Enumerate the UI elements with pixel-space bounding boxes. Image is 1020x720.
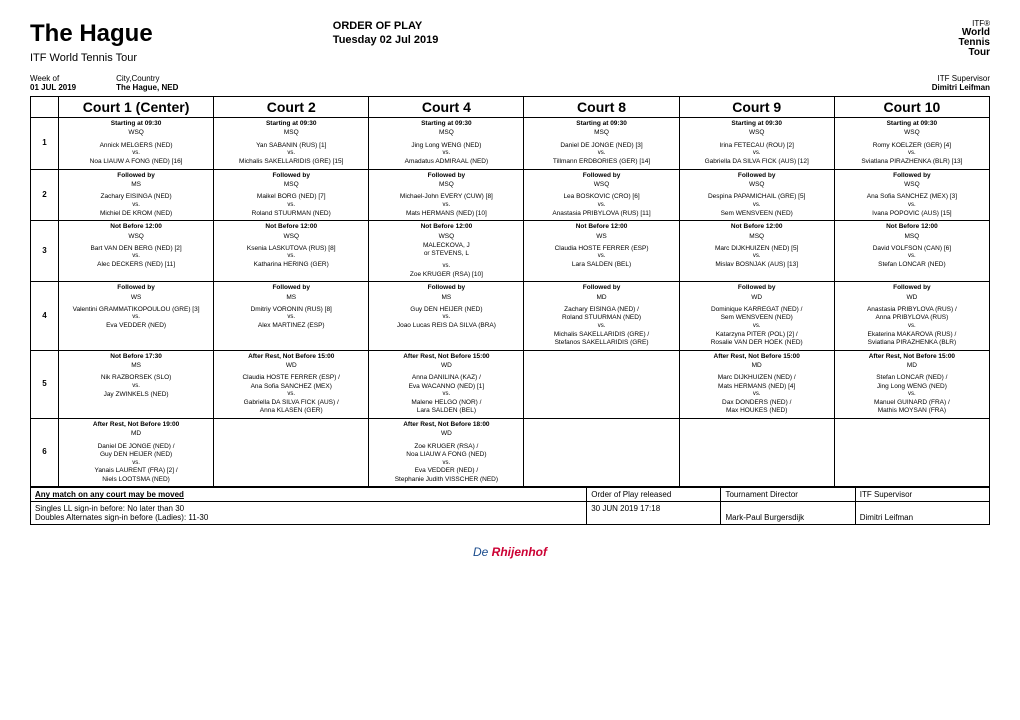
match-cell: Starting at 09:30WSQRomy KOELZER (GER) [… [834,118,989,170]
week-label: Week of [30,74,76,83]
footer-table: Any match on any court may be moved Orde… [30,487,990,525]
match-cell: Followed byWDAnastasia PRIBYLOVA (RUS) /… [834,282,989,350]
match-cell: After Rest, Not Before 19:00MDDaniel DE … [59,418,214,486]
match-cell: Followed byWDDominique KARREGAT (NED) /S… [679,282,834,350]
match-cell: After Rest, Not Before 18:00WDZoe KRUGER… [369,418,524,486]
match-cell: Not Before 12:00WSQBart VAN DEN BERG (NE… [59,221,214,282]
supervisor-label: ITF Supervisor [932,74,990,83]
match-cell: Followed byMSQMaikel BORG (NED) [7]vs.Ro… [214,169,369,221]
court-header: Court 9 [679,97,834,118]
match-cell: Not Before 12:00MSQDavid VOLFSON (CAN) [… [834,221,989,282]
sponsor-logo: De Rhijenhof [30,545,990,559]
match-cell: Followed byWSQLea BOSKOVIC (CRO) [6]vs.A… [524,169,679,221]
match-cell: Followed byWSQDespina PAPAMICHAIL (GRE) … [679,169,834,221]
td-value: Mark-Paul Burgersdijk [721,502,855,525]
signin-line2: Doubles Alternates sign-in before (Ladie… [35,513,582,522]
match-cell: Not Before 12:00WSQMALECKOVA, Jor STEVEN… [369,221,524,282]
row-number: 4 [31,282,59,350]
match-cell: Followed byMSQMichael-John EVERY (CUW) [… [369,169,524,221]
released-value: 30 JUN 2019 17:18 [587,502,721,525]
supervisor-footer-value: Dimitri Leifman [855,502,989,525]
row-number: 6 [31,418,59,486]
match-cell: Starting at 09:30WSQIrina FETECAU (ROU) … [679,118,834,170]
court-header: Court 10 [834,97,989,118]
match-cell: Followed byMSGuy DEN HEIJER (NED)vs.Joao… [369,282,524,350]
match-cell: Starting at 09:30MSQDaniel DE JONGE (NED… [524,118,679,170]
match-cell [834,418,989,486]
order-block: ORDER OF PLAY Tuesday 02 Jul 2019 [333,20,439,46]
row-number: 5 [31,350,59,418]
match-cell: After Rest, Not Before 15:00MDStefan LON… [834,350,989,418]
court-header: Court 1 (Center) [59,97,214,118]
match-cell: Followed byWSQAna Sofia SANCHEZ (MEX) [3… [834,169,989,221]
match-cell: Starting at 09:30MSQYan SABANIN (RUS) [1… [214,118,369,170]
court-header: Court 2 [214,97,369,118]
tour-label: ITF World Tennis Tour [30,52,153,64]
match-cell: Not Before 12:00WSQKsenia LASKUTOVA (RUS… [214,221,369,282]
match-cell: Followed byMSZachary EISINGA (NED)vs.Mic… [59,169,214,221]
court-header: Court 8 [524,97,679,118]
header: The Hague ITF World Tennis Tour ORDER OF… [30,20,990,64]
city-label: City,Country [116,74,178,83]
match-cell: Followed byMSDmitriy VORONIN (RUS) [8]vs… [214,282,369,350]
match-cell: After Rest, Not Before 15:00WDAnna DANIL… [369,350,524,418]
match-cell: Not Before 12:00WSClaudia HOSTE FERRER (… [524,221,679,282]
match-cell: Starting at 09:30WSQAnnick MELGERS (NED)… [59,118,214,170]
city-value: The Hague, NED [116,83,178,92]
row-number: 3 [31,221,59,282]
released-label: Order of Play released [587,488,721,502]
footer-note: Any match on any court may be moved [35,490,184,499]
match-cell [524,418,679,486]
match-cell: After Rest, Not Before 15:00WDClaudia HO… [214,350,369,418]
rownum-header [31,97,59,118]
match-cell: Followed byMDZachary EISINGA (NED) /Rola… [524,282,679,350]
row-number: 1 [31,118,59,170]
schedule-table: Court 1 (Center) Court 2 Court 4 Court 8… [30,96,990,487]
match-cell: After Rest, Not Before 15:00MDMarc DIJKH… [679,350,834,418]
itf-logo: ITF® World Tennis Tour [959,20,990,58]
order-of-play-label: ORDER OF PLAY [333,20,439,32]
row-number: 2 [31,169,59,221]
match-cell [524,350,679,418]
match-cell: Starting at 09:30MSQJing Long WENG (NED)… [369,118,524,170]
match-cell [214,418,369,486]
supervisor-footer-label: ITF Supervisor [855,488,989,502]
supervisor-value: Dimitri Leifman [932,83,990,92]
order-date: Tuesday 02 Jul 2019 [333,34,439,46]
meta-row: Week of 01 JUL 2019 City,Country The Hag… [30,74,990,92]
court-header: Court 4 [369,97,524,118]
week-value: 01 JUL 2019 [30,83,76,92]
match-cell: Followed byWSValentini GRAMMATIKOPOULOU … [59,282,214,350]
page-title: The Hague [30,20,153,48]
td-label: Tournament Director [721,488,855,502]
match-cell: Not Before 17:30MSNik RAZBORSEK (SLO)vs.… [59,350,214,418]
match-cell [679,418,834,486]
signin-line1: Singles LL sign-in before: No later than… [35,504,582,513]
match-cell: Not Before 12:00MSQMarc DIJKHUIZEN (NED)… [679,221,834,282]
